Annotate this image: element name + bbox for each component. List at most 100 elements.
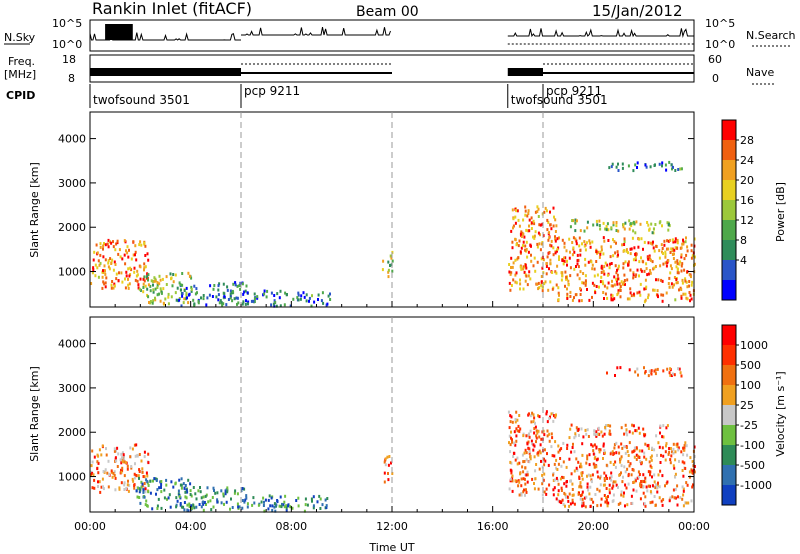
xtick-label-3: 12:00 bbox=[376, 520, 408, 533]
echo-cell bbox=[592, 449, 595, 453]
echo-cell bbox=[690, 249, 693, 253]
echo-cell bbox=[619, 460, 622, 464]
echo-cell bbox=[146, 287, 149, 291]
echo-cell bbox=[179, 483, 182, 487]
echo-cell bbox=[528, 224, 530, 228]
echo-cell bbox=[515, 427, 518, 431]
echo-cell bbox=[593, 267, 596, 271]
echo-cell bbox=[665, 442, 668, 446]
echo-cell bbox=[580, 465, 583, 469]
echo-cell bbox=[630, 473, 633, 477]
echo-cell bbox=[688, 475, 691, 479]
echo-cell bbox=[688, 291, 691, 294]
echo-cell bbox=[593, 274, 596, 278]
echo-cell bbox=[610, 471, 613, 475]
date-label: 15/Jan/2012 bbox=[592, 2, 683, 20]
echo-cell bbox=[273, 294, 276, 297]
echo-cell bbox=[539, 223, 542, 227]
echo-cell bbox=[649, 269, 652, 272]
echo-cell bbox=[680, 264, 683, 268]
echo-cell bbox=[97, 480, 99, 484]
echo-cell bbox=[571, 219, 574, 222]
echo-cell bbox=[648, 272, 650, 276]
echo-cell bbox=[510, 415, 513, 419]
echo-cell bbox=[142, 488, 145, 492]
echo-cell bbox=[626, 297, 629, 301]
echo-cell bbox=[627, 482, 630, 486]
echo-cell bbox=[634, 370, 637, 374]
echo-cell bbox=[619, 295, 622, 299]
echo-cell bbox=[605, 225, 608, 228]
echo-cell bbox=[580, 471, 583, 475]
echo-cell bbox=[629, 462, 632, 466]
echo-cell bbox=[655, 483, 657, 487]
echo-cell bbox=[143, 266, 146, 270]
echo-cell bbox=[554, 239, 557, 243]
echo-cell bbox=[640, 269, 643, 273]
echo-cell bbox=[517, 256, 520, 260]
echo-cell bbox=[677, 446, 680, 450]
echo-cell bbox=[522, 460, 525, 464]
echo-cell bbox=[576, 262, 579, 266]
echo-cell bbox=[582, 501, 585, 505]
echo-cell bbox=[680, 253, 683, 257]
echo-cell bbox=[514, 237, 517, 241]
nsky-burst bbox=[105, 24, 133, 40]
echo-cell bbox=[674, 298, 677, 302]
echo-cell bbox=[190, 504, 193, 508]
echo-cell bbox=[691, 469, 694, 473]
echo-cell bbox=[627, 472, 630, 476]
echo-cell bbox=[310, 497, 313, 501]
echo-cell bbox=[547, 463, 550, 467]
echo-cell bbox=[100, 485, 103, 489]
echo-cell bbox=[657, 441, 660, 445]
echo-cell bbox=[573, 450, 576, 454]
echo-cell bbox=[642, 491, 645, 495]
echo-cell bbox=[158, 486, 161, 490]
echo-cell bbox=[552, 488, 555, 492]
echo-cell bbox=[633, 449, 636, 452]
nsky-line bbox=[89, 27, 694, 41]
echo-cell bbox=[632, 481, 635, 484]
echo-cell bbox=[580, 299, 583, 303]
echo-cell bbox=[568, 256, 571, 260]
echo-cell bbox=[517, 218, 520, 222]
echo-cell bbox=[186, 503, 189, 507]
echo-cell bbox=[676, 267, 679, 271]
echo-cell bbox=[574, 293, 577, 297]
echo-cell bbox=[519, 472, 521, 476]
echo-cell bbox=[671, 249, 674, 253]
echo-cell bbox=[179, 283, 182, 287]
echo-cell bbox=[599, 252, 602, 256]
echo-cell bbox=[680, 294, 683, 298]
echo-cell bbox=[621, 446, 624, 450]
echo-cell bbox=[563, 482, 566, 486]
echo-cell bbox=[614, 460, 617, 464]
echo-cell bbox=[134, 244, 137, 248]
echo-cell bbox=[653, 480, 656, 484]
echo-cell bbox=[684, 277, 687, 281]
echo-cell bbox=[652, 246, 655, 250]
echo-cell bbox=[188, 292, 191, 296]
echo-cell bbox=[574, 229, 577, 233]
echo-cell bbox=[297, 504, 300, 508]
echo-cell bbox=[670, 282, 673, 286]
echo-cell bbox=[163, 496, 166, 500]
echo-cell bbox=[245, 299, 247, 303]
echo-cell bbox=[621, 243, 624, 247]
echo-cell bbox=[648, 369, 651, 373]
echo-cell bbox=[586, 220, 589, 224]
echo-cell bbox=[515, 434, 518, 438]
echo-cell bbox=[690, 283, 693, 287]
echo-cell bbox=[313, 300, 316, 304]
echo-cell bbox=[139, 277, 142, 281]
echo-cell bbox=[590, 443, 593, 447]
echo-cell bbox=[586, 457, 589, 461]
echo-cell bbox=[188, 274, 191, 278]
echo-cell bbox=[634, 429, 637, 433]
echo-cell bbox=[509, 450, 512, 454]
echo-cell bbox=[686, 245, 689, 249]
echo-cell bbox=[581, 442, 584, 446]
echo-cell bbox=[554, 237, 557, 241]
